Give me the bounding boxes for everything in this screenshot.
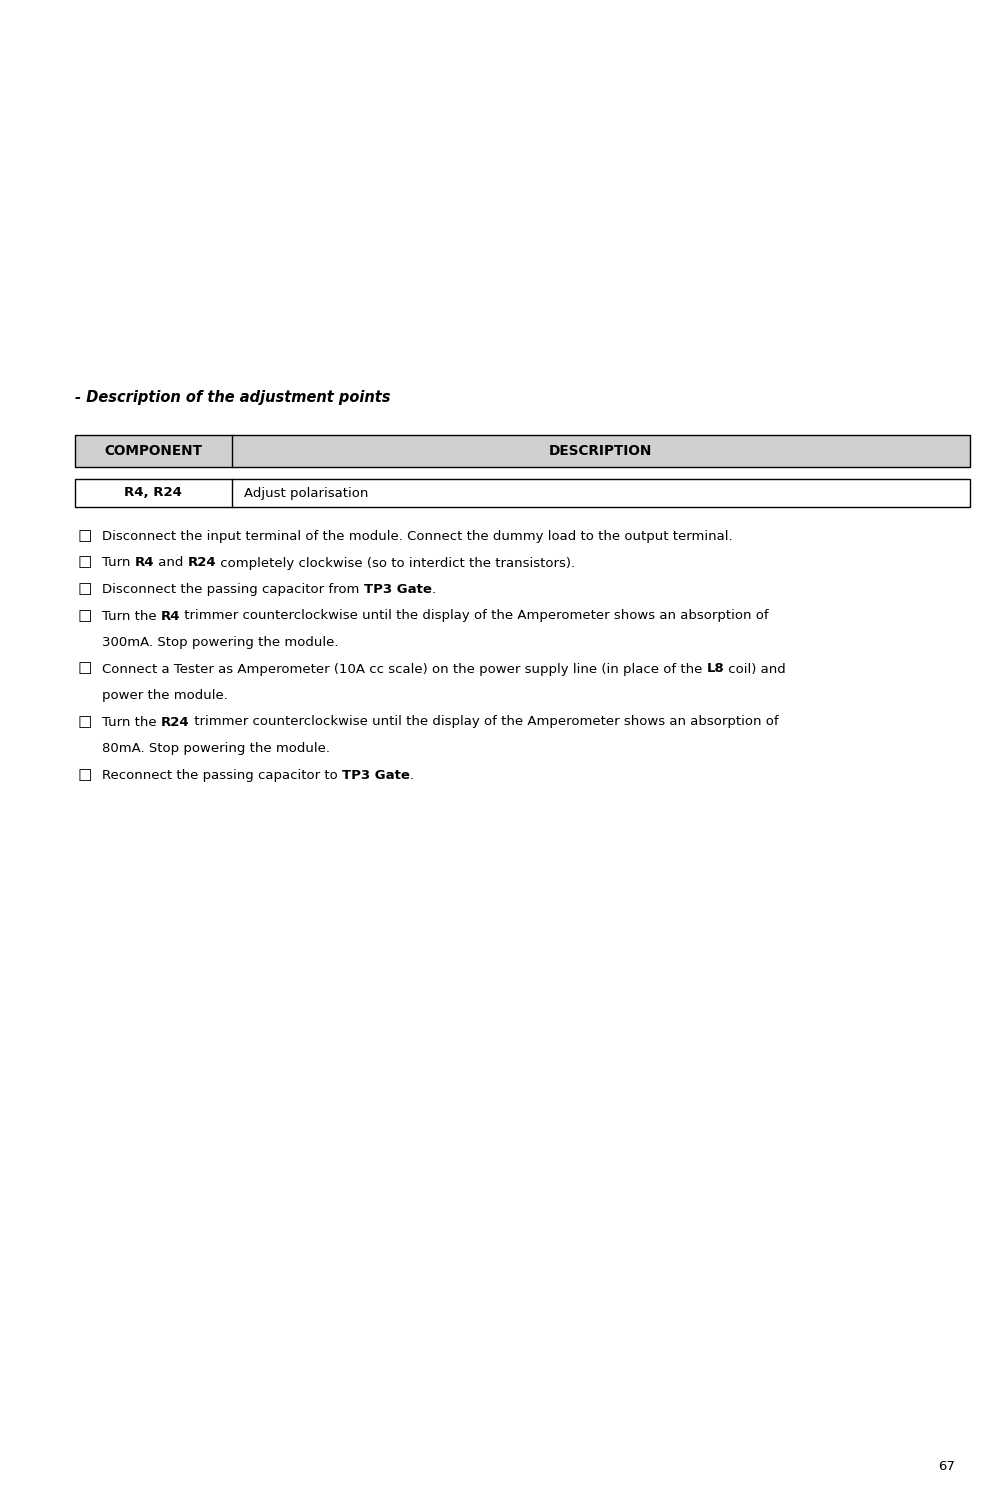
Text: R24: R24 <box>160 715 190 729</box>
Text: 80mA. Stop powering the module.: 80mA. Stop powering the module. <box>102 742 330 755</box>
Text: Reconnect the passing capacitor to: Reconnect the passing capacitor to <box>102 768 342 782</box>
Text: R4: R4 <box>134 556 154 570</box>
Text: ☐: ☐ <box>78 768 92 783</box>
Text: ☐: ☐ <box>78 715 92 730</box>
Text: ☐: ☐ <box>78 583 92 598</box>
Text: .: . <box>409 768 413 782</box>
Text: DESCRIPTION: DESCRIPTION <box>549 443 652 458</box>
Bar <box>75 434 969 467</box>
Text: Disconnect the passing capacitor from: Disconnect the passing capacitor from <box>102 583 363 597</box>
Text: trimmer counterclockwise until the display of the Amperometer shows an absorptio: trimmer counterclockwise until the displ… <box>190 715 777 729</box>
Text: and: and <box>154 556 188 570</box>
Text: Connect a Tester as Amperometer (10A cc scale) on the power supply line (in plac: Connect a Tester as Amperometer (10A cc … <box>102 663 706 675</box>
Text: 67: 67 <box>937 1459 954 1473</box>
Text: - Description of the adjustment points: - Description of the adjustment points <box>75 389 390 404</box>
Text: ☐: ☐ <box>78 663 92 678</box>
Text: L8: L8 <box>706 663 723 675</box>
Bar <box>75 479 969 507</box>
Text: 300mA. Stop powering the module.: 300mA. Stop powering the module. <box>102 636 338 649</box>
Text: TP3 Gate: TP3 Gate <box>342 768 409 782</box>
Text: .: . <box>431 583 435 597</box>
Text: Turn the: Turn the <box>102 610 160 622</box>
Text: ☐: ☐ <box>78 556 92 571</box>
Text: R4, R24: R4, R24 <box>124 487 183 499</box>
Text: ☐: ☐ <box>78 610 92 625</box>
Text: Turn the: Turn the <box>102 715 160 729</box>
Text: R24: R24 <box>188 556 217 570</box>
Text: trimmer counterclockwise until the display of the Amperometer shows an absorptio: trimmer counterclockwise until the displ… <box>181 610 768 622</box>
Text: TP3 Gate: TP3 Gate <box>363 583 431 597</box>
Text: Adjust polarisation: Adjust polarisation <box>244 487 368 499</box>
Text: Turn: Turn <box>102 556 134 570</box>
Text: Disconnect the input terminal of the module. Connect the dummy load to the outpu: Disconnect the input terminal of the mod… <box>102 531 732 543</box>
Text: COMPONENT: COMPONENT <box>104 443 203 458</box>
Text: R4: R4 <box>160 610 181 622</box>
Text: completely clockwise (so to interdict the transistors).: completely clockwise (so to interdict th… <box>217 556 575 570</box>
Text: ☐: ☐ <box>78 531 92 546</box>
Text: coil) and: coil) and <box>723 663 785 675</box>
Text: power the module.: power the module. <box>102 688 228 702</box>
